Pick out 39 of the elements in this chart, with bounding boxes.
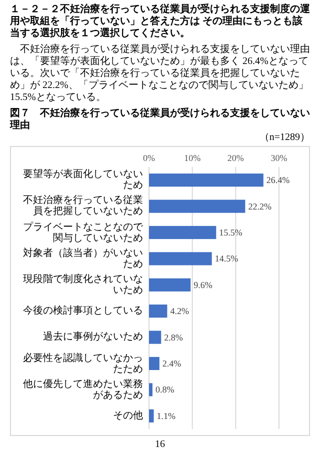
y-tick-label: 現段階で制度化されていないため (22, 274, 143, 296)
y-tick-label: プライベートなことなので関与していないため (22, 222, 143, 244)
x-tick-label: 0% (143, 153, 156, 163)
y-tick-label: 対象者（該当者）がいないため (22, 248, 143, 270)
data-label: 22.2% (248, 201, 272, 212)
y-tick-label: 他に優先して進めたい業務があるため (22, 378, 143, 401)
bar (149, 330, 162, 344)
y-tick-label: 不妊治療を行っている従業員を把握していないため (22, 195, 143, 218)
x-tick-label: 10% (184, 153, 202, 163)
text: 16 (154, 439, 166, 451)
bar (149, 304, 168, 318)
data-label: 14.5% (214, 254, 239, 264)
x-tick-label: 20% (227, 153, 244, 163)
bar (149, 356, 160, 370)
bar (149, 278, 191, 292)
y-tick-label: 必要性を認識していなかったため (22, 352, 143, 374)
data-label: 2.4% (162, 358, 182, 368)
data-label: 9.6% (194, 280, 213, 290)
y-tick-label: その他 (112, 410, 143, 422)
data-label: 2.8% (164, 332, 184, 342)
bar (149, 226, 216, 240)
bar (149, 174, 264, 187)
data-label: 0.8% (155, 384, 175, 395)
data-label: 26.4% (266, 175, 290, 186)
bar (149, 252, 212, 266)
bar (149, 200, 246, 213)
bar (149, 409, 154, 422)
bar (149, 383, 152, 396)
y-tick-label: 要望等が表面化していないため (22, 169, 143, 192)
data-label: 15.5% (219, 228, 243, 238)
text: 不妊治療を行っている従業員が受けられる支援をしていない理由は、「要望等が表面化していないため」が最も多く 26.4%となっている。次いで「不妊治療を行っている従業員を把握していないため」が 22.2%、「プライベートなことなので関与していないため」15.5%となっている。 (10, 44, 310, 104)
y-tick-label: 過去に事例がないため (42, 332, 143, 343)
x-tick-label: 30% (270, 153, 288, 163)
text: １－２－２不妊治療を行っている従業員が受けられる支援制度の運用や取組を「行っていない」と答えた方は その理由にもっとも該当する選択肢を１つ選択してください。 (10, 4, 310, 40)
y-tick-label: 今後の検討事項としている (22, 306, 143, 317)
chart-title: 図７ 不妊治療を行っている従業員が受けられる支援をしていない理由 (10, 108, 310, 132)
text: （n=1289） (258, 132, 310, 144)
data-label: 4.2% (170, 306, 190, 316)
data-label: 1.1% (156, 410, 176, 421)
